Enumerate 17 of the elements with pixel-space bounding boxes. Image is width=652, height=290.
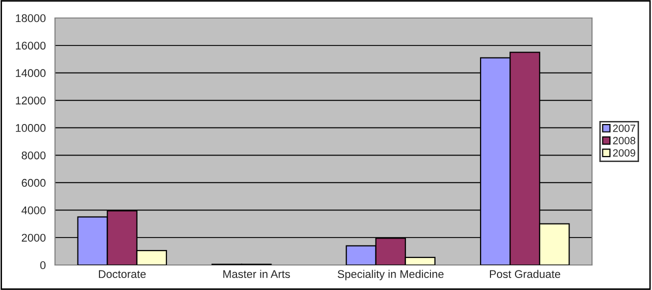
y-tick-label: 16000 <box>16 42 46 50</box>
legend-label: 2008 <box>613 136 636 144</box>
y-tick-label: 2000 <box>22 234 46 242</box>
y-tick-label: 18000 <box>16 14 46 22</box>
y-tick-label: 0 <box>40 261 46 270</box>
y-tick-label: 12000 <box>16 96 46 104</box>
legend-label: 2009 <box>613 149 636 157</box>
legend-label: 2007 <box>613 124 636 132</box>
y-tick-label: 10000 <box>16 124 46 132</box>
x-tick-label: Master in Arts <box>223 270 290 278</box>
y-tick-label: 8000 <box>22 151 46 160</box>
y-tick-label: 6000 <box>22 178 46 187</box>
y-tick-label: 4000 <box>22 206 46 214</box>
y-tick-label: 14000 <box>16 69 46 78</box>
x-tick-label: Speciality in Medicine <box>338 270 444 280</box>
x-tick-label: Doctorate <box>98 270 146 278</box>
x-tick-label: Post Graduate <box>490 270 560 278</box>
